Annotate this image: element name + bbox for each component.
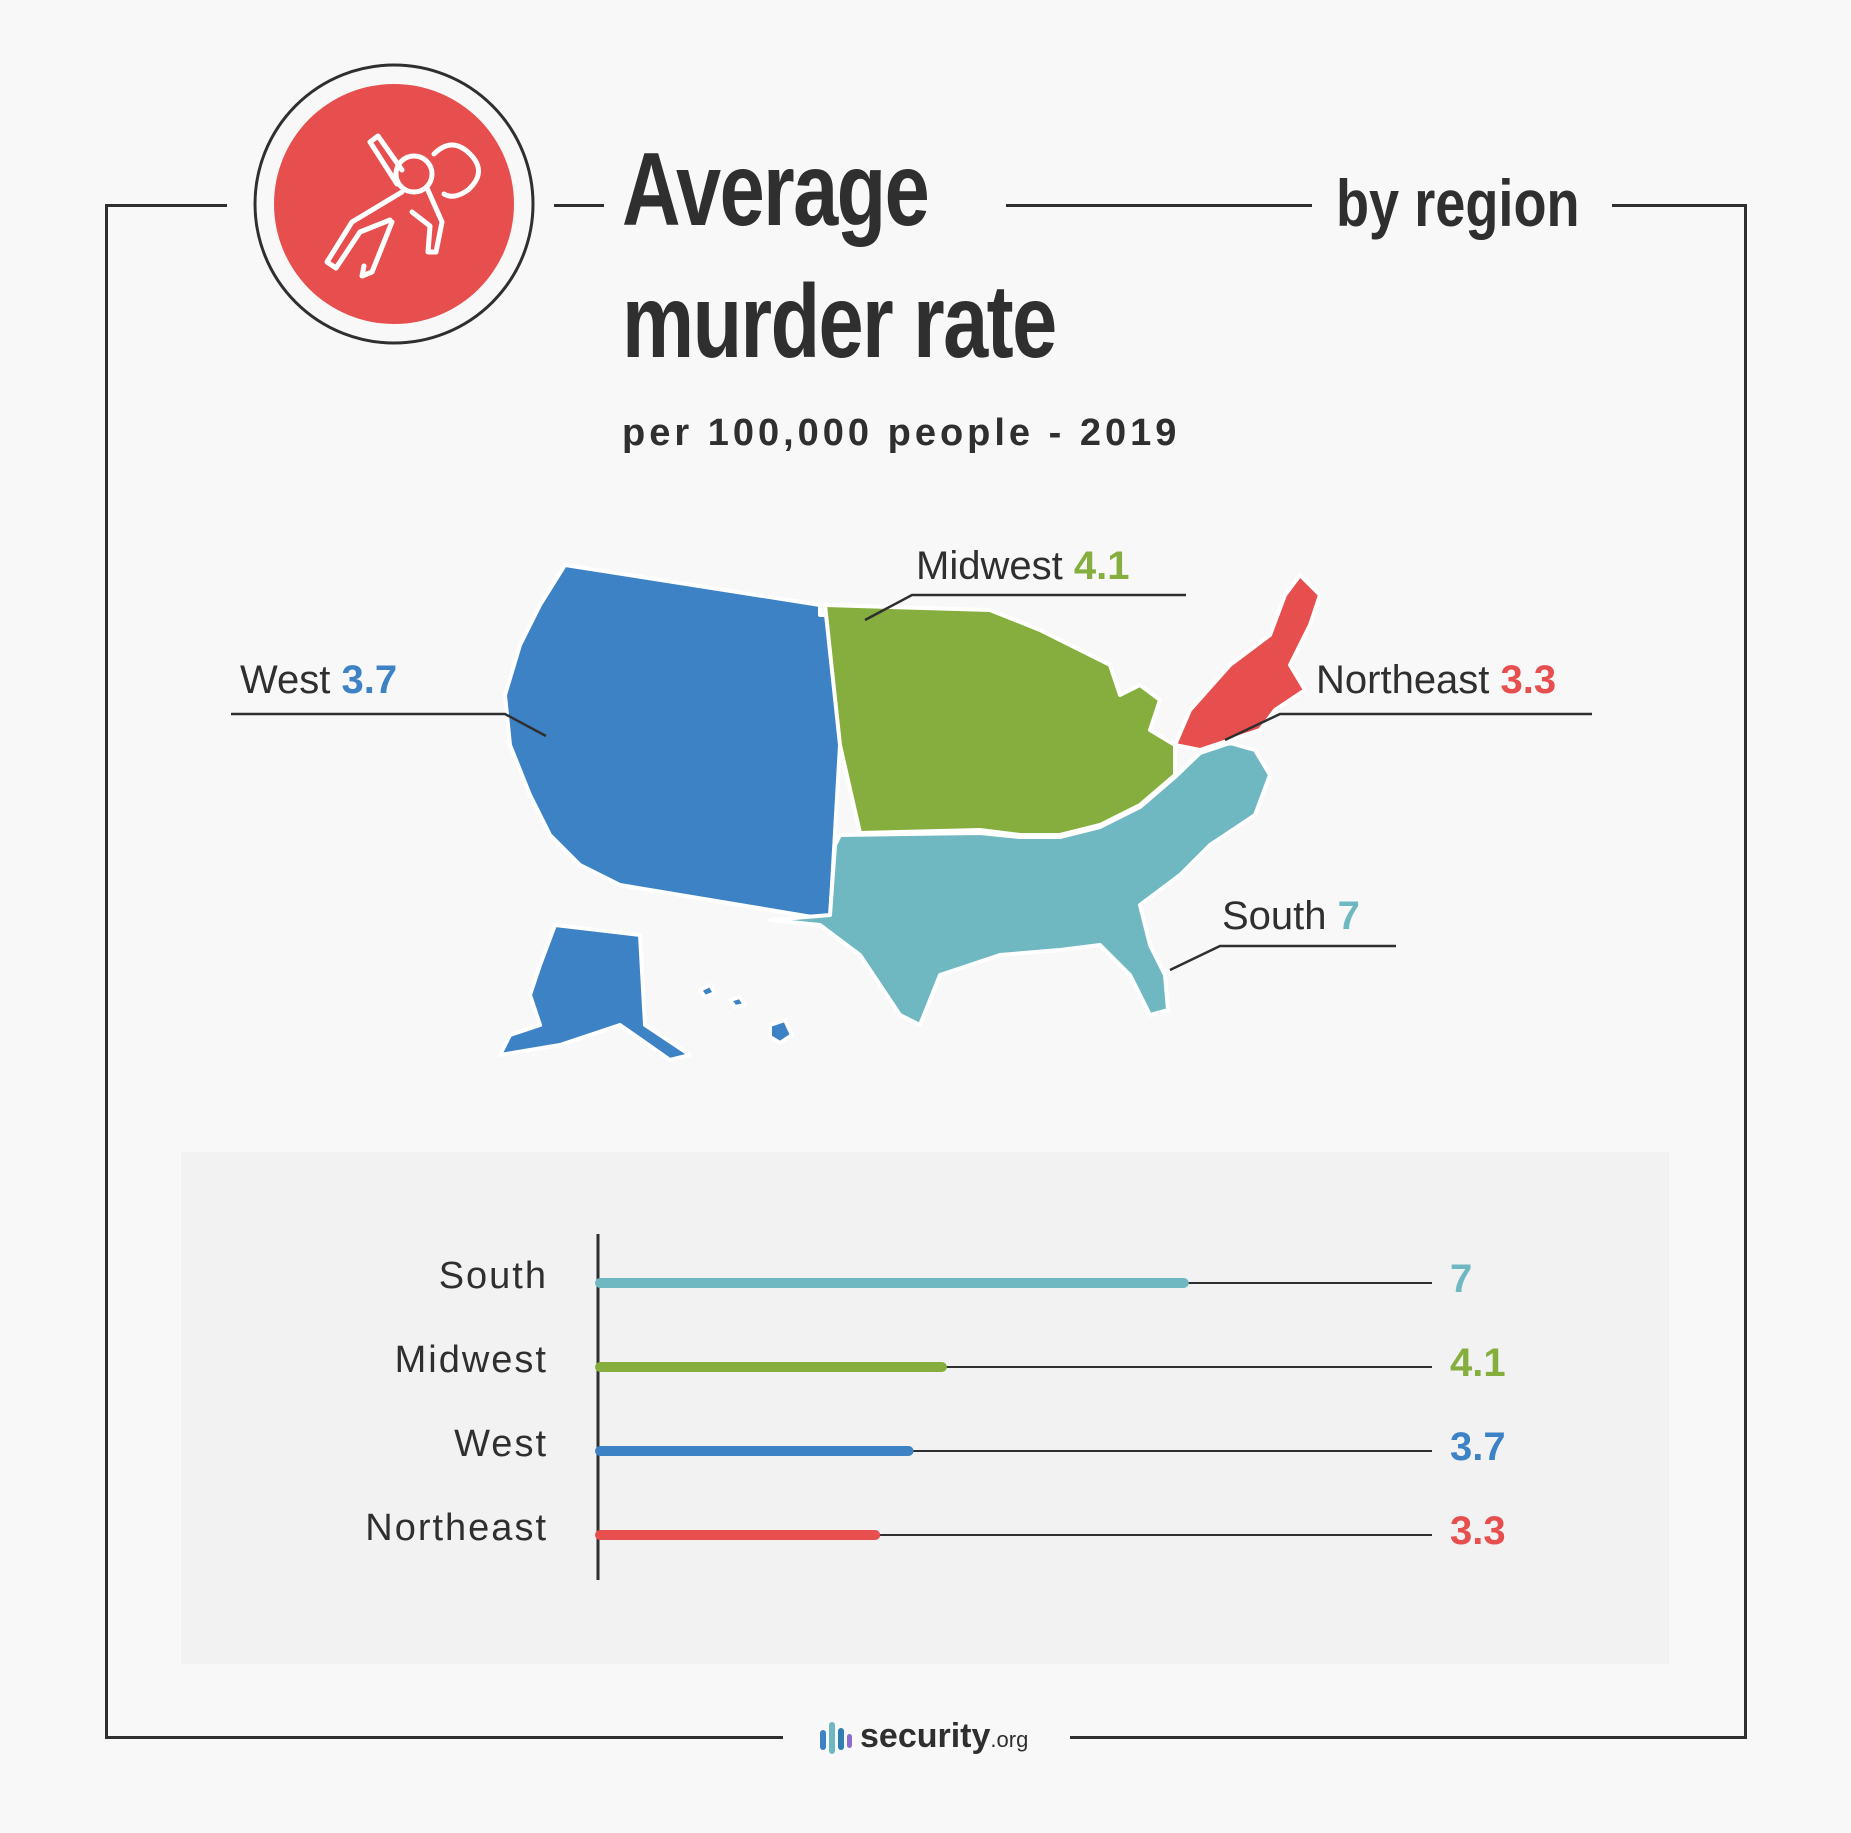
bar-category-label-northeast: Northeast bbox=[365, 1507, 548, 1549]
frame-left bbox=[105, 204, 108, 1739]
title-line-1: Average bbox=[622, 132, 930, 248]
title-line-2: murder rate bbox=[622, 264, 1057, 380]
us-map bbox=[498, 563, 1320, 1062]
bar-chart-panel bbox=[181, 1152, 1669, 1664]
frame-bottom-right bbox=[1070, 1736, 1747, 1739]
frame-right bbox=[1744, 204, 1747, 1739]
bar-value-label-northeast: 3.3 bbox=[1450, 1509, 1506, 1553]
map-label-northeast-name: Northeast bbox=[1316, 658, 1490, 702]
chalk-outline-body-icon bbox=[253, 63, 535, 345]
title-by-region: by region bbox=[1336, 166, 1580, 240]
map-region-hawaii bbox=[698, 983, 794, 1045]
footer-logo-text: security.org bbox=[860, 1717, 1028, 1756]
map-label-south: South 7 bbox=[1222, 894, 1360, 939]
map-label-west-value: 3.7 bbox=[341, 658, 398, 702]
title-connector-1 bbox=[554, 204, 604, 207]
map-label-northeast: Northeast 3.3 bbox=[1316, 658, 1556, 703]
map-label-south-name: South bbox=[1222, 894, 1327, 938]
bar-value-label-midwest: 4.1 bbox=[1450, 1341, 1506, 1385]
footer-logo: security.org bbox=[818, 1716, 1028, 1756]
map-label-midwest-name: Midwest bbox=[916, 544, 1063, 588]
map-region-alaska bbox=[498, 923, 692, 1062]
frame-top-right bbox=[1612, 204, 1747, 207]
header-icon-badge bbox=[252, 62, 536, 346]
bar-value-label-west: 3.7 bbox=[1450, 1425, 1506, 1469]
bar-category-label-midwest: Midwest bbox=[394, 1339, 548, 1381]
subtitle: per 100,000 people - 2019 bbox=[622, 412, 1181, 454]
map-label-northeast-value: 3.3 bbox=[1500, 658, 1557, 702]
frame-bottom-left bbox=[105, 1736, 783, 1739]
footer-logo-main: security bbox=[860, 1716, 991, 1755]
map-label-midwest: Midwest 4.1 bbox=[916, 544, 1129, 589]
map-label-west-name: West bbox=[240, 658, 331, 702]
bar-value-label-south: 7 bbox=[1450, 1257, 1473, 1301]
map-label-midwest-value: 4.1 bbox=[1073, 544, 1130, 588]
map-label-west: West 3.7 bbox=[240, 658, 397, 703]
bar-category-label-west: West bbox=[454, 1423, 548, 1465]
footer-logo-suffix: .org bbox=[990, 1726, 1029, 1752]
bar-category-label-south: South bbox=[438, 1255, 548, 1297]
title-connector-2 bbox=[1006, 204, 1312, 207]
map-label-south-value: 7 bbox=[1337, 894, 1360, 938]
map-region-south bbox=[768, 741, 1272, 1027]
frame-top-left bbox=[105, 204, 227, 207]
security-org-logo-icon bbox=[820, 1722, 852, 1754]
